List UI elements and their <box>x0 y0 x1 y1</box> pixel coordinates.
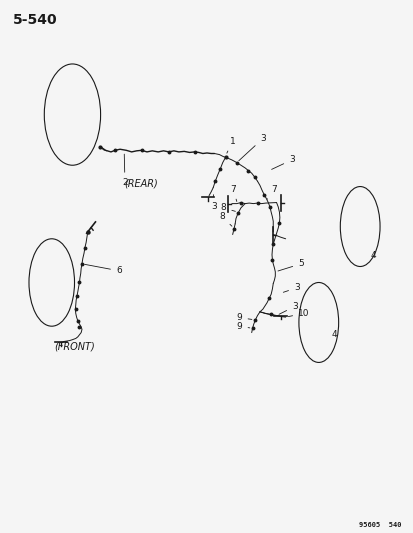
Text: 7: 7 <box>267 185 276 199</box>
Text: 3: 3 <box>282 284 299 292</box>
Text: 8: 8 <box>219 213 231 226</box>
Text: 95605  540: 95605 540 <box>358 522 401 528</box>
Text: 2: 2 <box>122 154 128 187</box>
Text: 3: 3 <box>271 156 294 169</box>
Text: 6: 6 <box>85 264 121 275</box>
Text: 5-540: 5-540 <box>12 13 57 27</box>
Text: 10: 10 <box>288 309 309 318</box>
Text: 8: 8 <box>220 204 235 212</box>
Text: (FRONT): (FRONT) <box>54 341 95 351</box>
Text: 5: 5 <box>277 260 303 271</box>
Text: 1: 1 <box>226 137 235 153</box>
Text: 3: 3 <box>278 302 297 314</box>
Text: (REAR): (REAR) <box>123 179 157 189</box>
Text: 3: 3 <box>238 134 265 160</box>
Text: 4: 4 <box>370 252 375 260</box>
Text: 3: 3 <box>211 195 216 211</box>
Text: 9: 9 <box>236 322 249 330</box>
Text: 7: 7 <box>230 185 236 201</box>
Text: 9: 9 <box>236 313 251 322</box>
Text: 4: 4 <box>330 330 336 338</box>
